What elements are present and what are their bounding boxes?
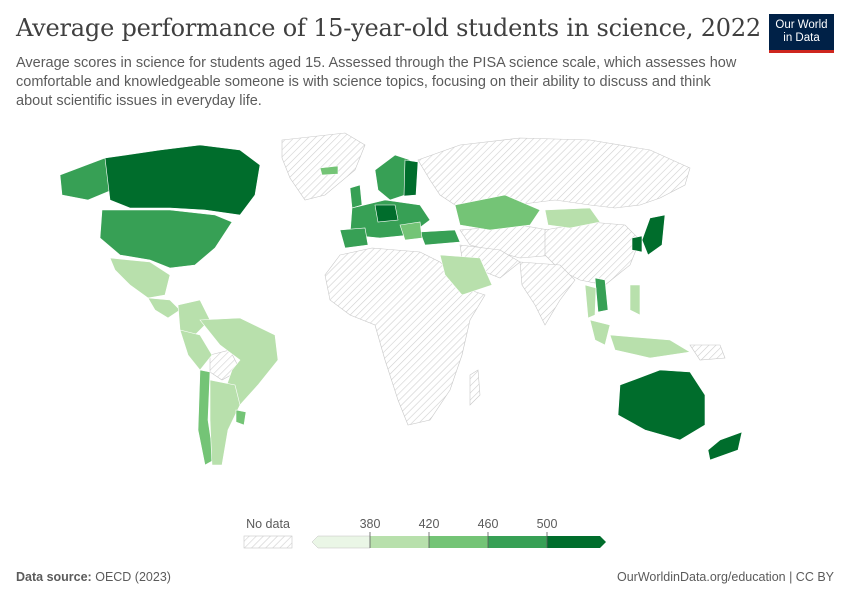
region-korea[interactable]	[631, 235, 643, 253]
legend-threshold-label: 460	[478, 517, 499, 531]
region-india[interactable]	[519, 261, 576, 326]
owid-logo[interactable]: Our World in Data	[769, 14, 834, 53]
region-madagascar[interactable]	[469, 369, 481, 406]
legend-bin-3[interactable]	[488, 536, 547, 548]
region-thailand[interactable]	[584, 284, 597, 319]
source-value[interactable]: OECD (2023)	[95, 570, 171, 584]
region-alaska[interactable]	[59, 157, 113, 201]
region-japan[interactable]	[641, 214, 666, 256]
region-central-europe[interactable]	[374, 204, 399, 223]
legend-bin-4[interactable]	[547, 536, 606, 548]
region-africa[interactable]	[324, 247, 486, 426]
footer-url[interactable]: OurWorldinData.org/education | CC BY	[616, 570, 834, 584]
legend-no-data-swatch	[243, 535, 293, 549]
region-china[interactable]	[544, 221, 641, 286]
legend-no-data-label: No data	[246, 517, 290, 531]
region-russia[interactable]	[417, 137, 691, 209]
region-indonesia[interactable]	[609, 334, 691, 359]
region-philippines[interactable]	[629, 284, 641, 316]
region-turkey[interactable]	[419, 229, 461, 246]
region-mongolia[interactable]	[544, 207, 601, 229]
region-peru[interactable]	[179, 329, 213, 371]
region-australia[interactable]	[617, 369, 706, 441]
region-argentina[interactable]	[209, 379, 241, 466]
region-png[interactable]	[689, 344, 726, 361]
region-canada[interactable]	[104, 144, 261, 216]
region-mexico[interactable]	[109, 257, 171, 299]
region-malaysia[interactable]	[589, 319, 611, 346]
region-central-asia[interactable]	[459, 224, 561, 259]
legend-bin-0[interactable]	[311, 535, 371, 549]
region-iberia[interactable]	[339, 227, 369, 249]
region-iceland[interactable]	[319, 165, 339, 176]
legend-bin-2[interactable]	[429, 536, 488, 548]
legend-threshold-label: 380	[360, 517, 381, 531]
region-usa[interactable]	[99, 209, 233, 269]
legend-bin-1[interactable]	[370, 536, 429, 548]
region-uk[interactable]	[349, 184, 363, 209]
chart-subtitle: Average scores in science for students a…	[16, 55, 737, 109]
region-balkans[interactable]	[399, 221, 423, 241]
legend-threshold-label: 420	[419, 517, 440, 531]
logo-line-1: Our World	[775, 19, 828, 31]
region-central-america[interactable]	[147, 297, 181, 319]
region-kazakhstan[interactable]	[454, 194, 541, 231]
source-label: Data source:	[16, 570, 92, 584]
legend-threshold-label: 500	[537, 517, 558, 531]
region-vietnam[interactable]	[594, 277, 609, 313]
chart-title: Average performance of 15-year-old stude…	[16, 14, 761, 42]
world-map[interactable]	[0, 120, 850, 505]
region-new-zealand[interactable]	[707, 431, 743, 461]
region-colombia[interactable]	[177, 299, 211, 336]
region-uruguay[interactable]	[235, 409, 247, 426]
region-greenland[interactable]	[281, 132, 366, 201]
map-legend: No data 380 420 460 500	[243, 517, 606, 549]
data-source: Data source: OECD (2023)	[16, 570, 171, 584]
region-saudi-arabia[interactable]	[439, 254, 493, 296]
logo-line-2: in Data	[783, 32, 820, 44]
region-finland[interactable]	[403, 159, 419, 197]
